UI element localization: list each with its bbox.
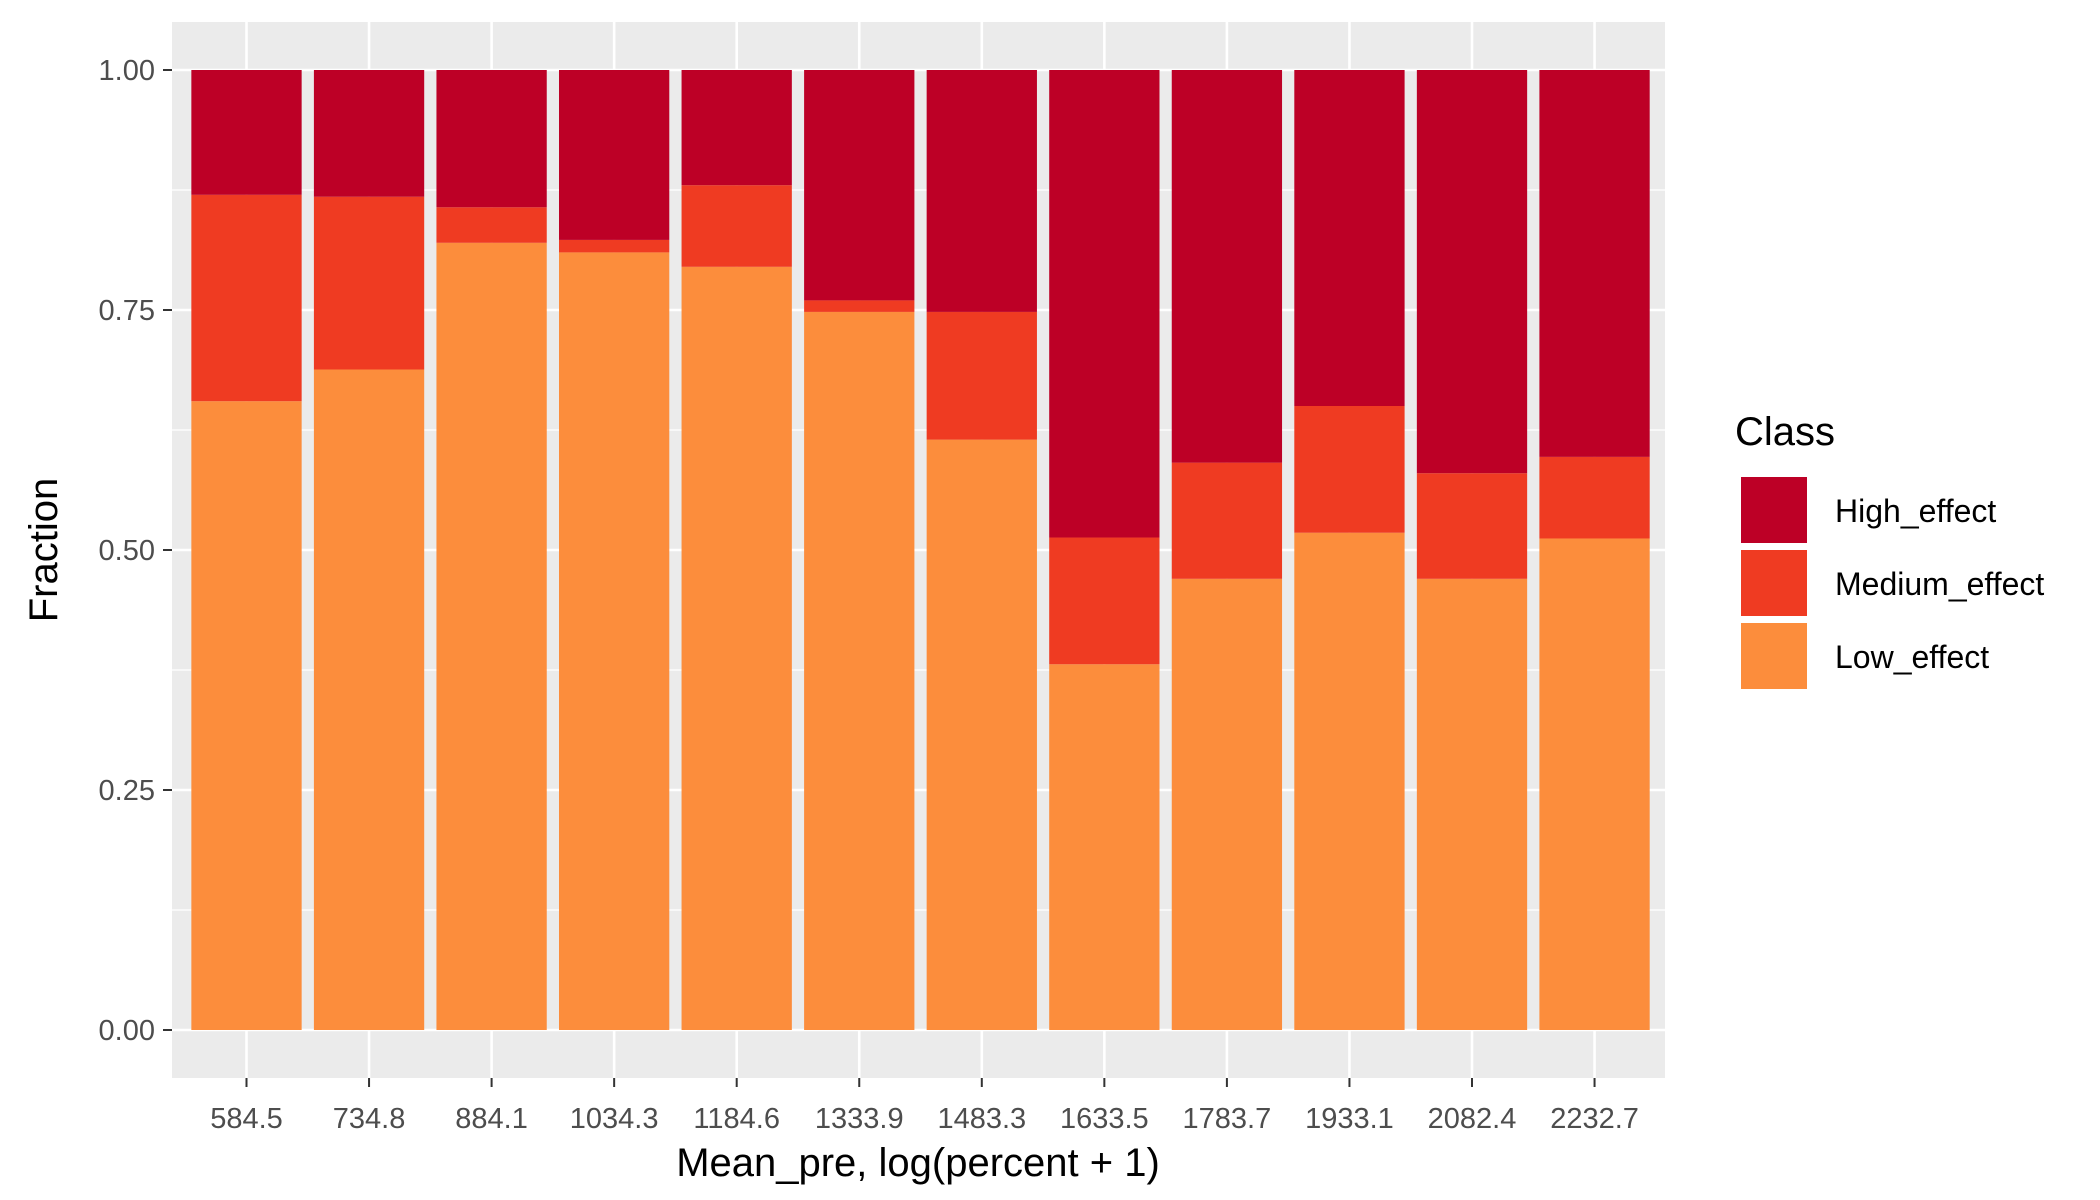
bar-segment-high-effect — [436, 70, 547, 208]
bar-segment-medium-effect — [1539, 456, 1650, 539]
x-tick-label: 2082.4 — [1428, 1103, 1517, 1135]
bar-segment-medium-effect — [559, 239, 670, 253]
bar-segment-medium-effect — [313, 196, 425, 370]
bar-segment-high-effect — [926, 70, 1037, 312]
bar-segment-high-effect — [313, 70, 425, 197]
bar-segment-medium-effect — [436, 207, 547, 243]
bar-segment-low-effect — [436, 242, 547, 1031]
bar-segment-high-effect — [1539, 70, 1650, 457]
x-tick-label: 884.1 — [455, 1103, 528, 1135]
x-tick-label: 1333.9 — [815, 1103, 904, 1135]
bar-segment-medium-effect — [681, 185, 792, 267]
bar-segment-medium-effect — [1416, 473, 1528, 579]
legend: Class High_effect Medium_effect Low_effect — [1735, 410, 2044, 689]
x-tick-label: 2232.7 — [1550, 1103, 1639, 1135]
x-tick-label: 1034.3 — [570, 1103, 659, 1135]
bar-segment-low-effect — [926, 439, 1037, 1031]
legend-label: Low_effect — [1835, 639, 1989, 675]
x-tick-label: 1184.6 — [693, 1103, 780, 1135]
x-tick-label: 734.8 — [333, 1103, 406, 1135]
bar-segment-high-effect — [681, 70, 792, 186]
bar-segment-high-effect — [1416, 70, 1528, 474]
legend-label: Medium_effect — [1835, 566, 2044, 602]
bar-segment-medium-effect — [1171, 462, 1283, 579]
bar-segment-high-effect — [559, 70, 670, 240]
bar-segment-high-effect — [1049, 70, 1160, 538]
bar-segment-low-effect — [313, 369, 425, 1030]
bar-segment-low-effect — [1416, 578, 1528, 1030]
y-tick-label: 0.50 — [99, 535, 155, 567]
legend-key-medium-effect — [1741, 550, 1807, 616]
bar-segment-low-effect — [1539, 538, 1650, 1030]
bar-segment-medium-effect — [1294, 406, 1405, 533]
bar-segment-low-effect — [1171, 578, 1283, 1030]
legend-title: Class — [1735, 410, 1835, 454]
bar-segment-low-effect — [559, 252, 670, 1030]
bar-segment-medium-effect — [1049, 537, 1160, 665]
x-tick-label: 1633.5 — [1060, 1103, 1149, 1135]
x-tick-label: 1483.3 — [937, 1103, 1026, 1135]
y-tick-label: 1.00 — [99, 55, 155, 87]
x-tick-label: 1783.7 — [1183, 1103, 1272, 1135]
bar-segment-low-effect — [804, 311, 915, 1030]
bar-segment-high-effect — [191, 70, 302, 195]
bars — [191, 70, 1650, 1031]
y-axis: 0.00 0.25 0.50 0.75 1.00 — [99, 55, 172, 1047]
y-tick-label: 0.75 — [99, 295, 155, 327]
bar-segment-low-effect — [191, 401, 302, 1030]
bar-segment-low-effect — [681, 266, 792, 1030]
legend-key-high-effect — [1741, 477, 1807, 543]
bar-segment-medium-effect — [191, 194, 302, 402]
y-tick-label: 0.25 — [99, 775, 155, 807]
bar-segment-medium-effect — [804, 300, 915, 312]
x-tick-label: 1933.1 — [1305, 1103, 1394, 1135]
x-tick-label: 584.5 — [210, 1103, 283, 1135]
bar-segment-low-effect — [1049, 664, 1160, 1030]
x-axis-title: Mean_pre, log(percent + 1) — [676, 1141, 1160, 1185]
bar-segment-high-effect — [1171, 70, 1283, 463]
legend-key-low-effect — [1741, 623, 1807, 689]
bar-segment-medium-effect — [926, 311, 1037, 440]
x-axis: 584.5 734.8 884.1 1034.3 1184.6 1333.9 1483.3 1… — [210, 1078, 1639, 1135]
bar-segment-low-effect — [1294, 532, 1405, 1030]
legend-label: High_effect — [1835, 493, 1996, 529]
bar-segment-high-effect — [1294, 70, 1405, 406]
y-tick-label: 0.00 — [99, 1015, 155, 1047]
y-axis-title: Fraction — [22, 478, 66, 623]
bar-segment-high-effect — [804, 70, 915, 301]
